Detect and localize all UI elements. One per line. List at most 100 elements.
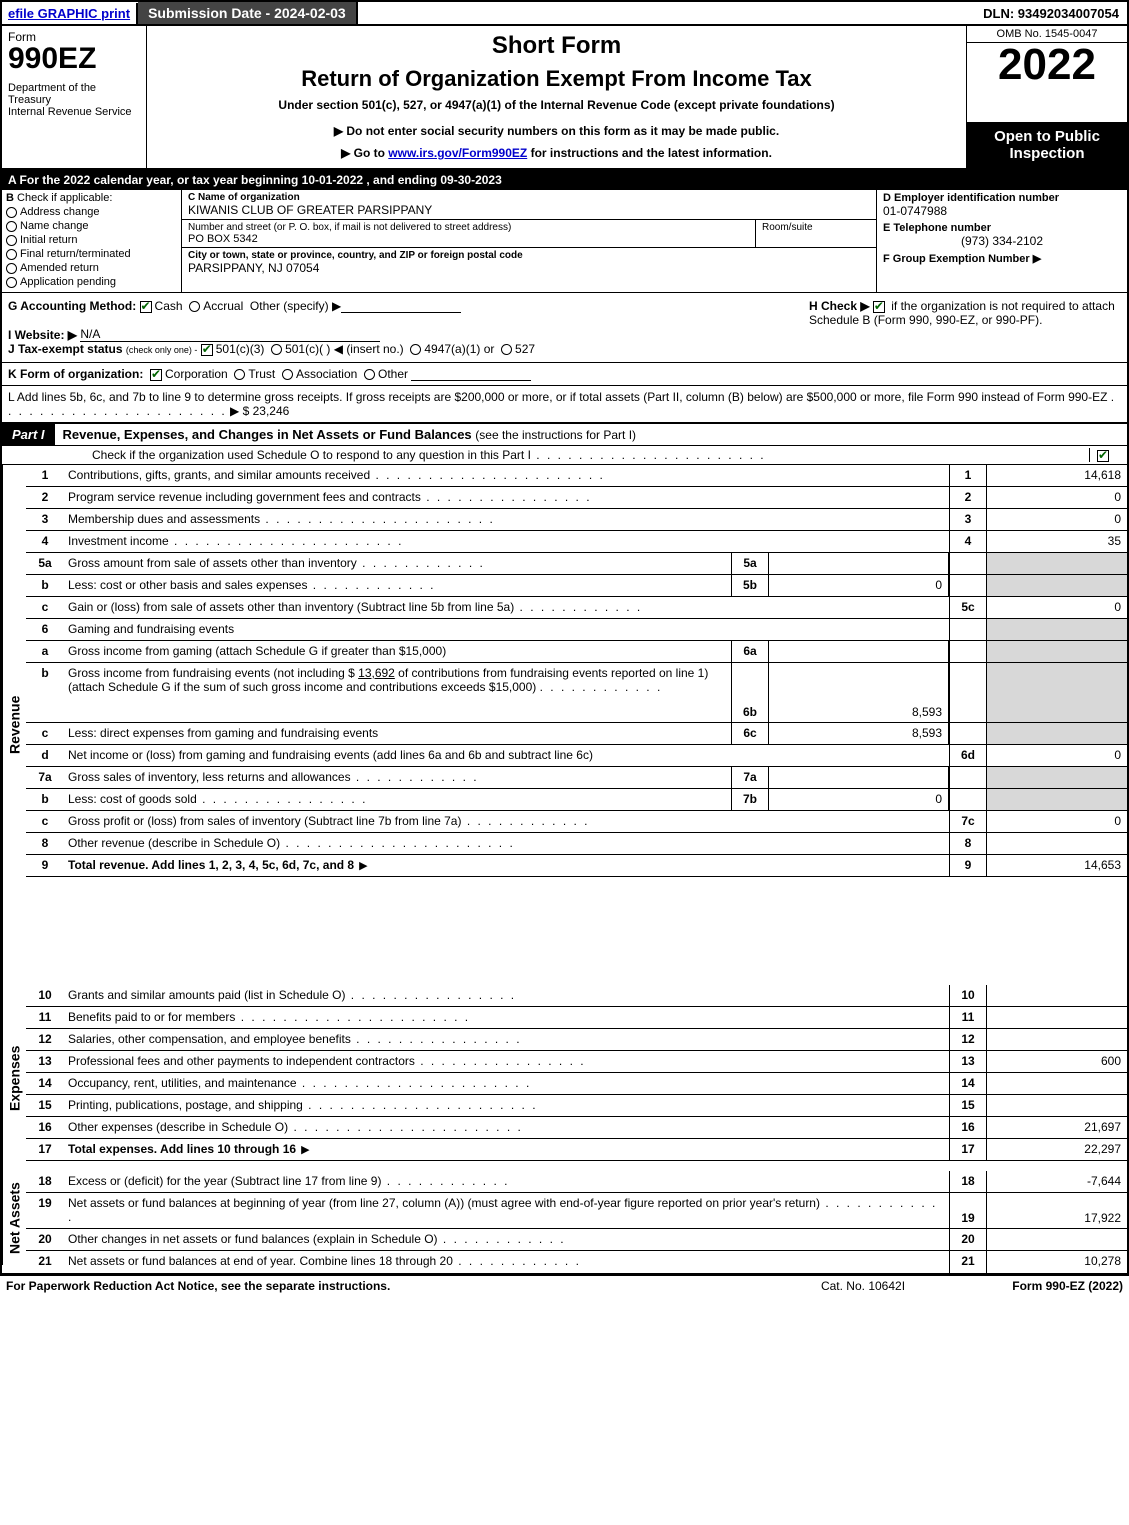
part-1-sub: (see the instructions for Part I) (475, 428, 636, 442)
line-15: 15 Printing, publications, postage, and … (26, 1095, 1127, 1117)
501c-label: 501(c)( ) ◀ (insert no.) (285, 342, 404, 356)
line-16: 16 Other expenses (describe in Schedule … (26, 1117, 1127, 1139)
chk-schedule-b-not-required[interactable] (873, 301, 885, 313)
line-12: 12 Salaries, other compensation, and emp… (26, 1029, 1127, 1051)
row-l: L Add lines 5b, 6c, and 7b to line 9 to … (2, 386, 1127, 423)
header-left: Form 990EZ Department of the Treasury In… (2, 26, 147, 168)
net-assets-vert-label: Net Assets (2, 1171, 26, 1265)
chk-corporation[interactable] (150, 369, 162, 381)
phone-value: (973) 334-2102 (883, 234, 1121, 248)
line-6b: b Gross income from fundraising events (… (26, 663, 1127, 723)
6b-pre: Gross income from fundraising events (no… (68, 666, 358, 680)
chk-initial-return[interactable]: Initial return (6, 234, 177, 246)
line-17: 17 Total expenses. Add lines 10 through … (26, 1139, 1127, 1161)
form-id-footer: Form 990-EZ (2022) (963, 1279, 1123, 1293)
line-5c-amt: 0 (987, 597, 1127, 618)
c-label: C Name of organization (188, 192, 870, 203)
submission-date: Submission Date - 2024-02-03 (138, 2, 358, 24)
line-8-amt (987, 833, 1127, 854)
k-label: K Form of organization: (8, 367, 143, 381)
room-label: Room/suite (762, 222, 870, 233)
527-label: 527 (515, 342, 535, 356)
org-name: KIWANIS CLUB OF GREATER PARSIPPANY (188, 203, 870, 217)
line-21-amt: 10,278 (987, 1251, 1127, 1273)
line-6: 6 Gaming and fundraising events (26, 619, 1127, 641)
line-7b-amt: 0 (769, 789, 949, 810)
h-pre: H Check ▶ (809, 299, 873, 313)
line-7c: c Gross profit or (loss) from sales of i… (26, 811, 1127, 833)
line-18-amt: -7,644 (987, 1171, 1127, 1192)
chk-schedule-o[interactable] (1097, 450, 1109, 462)
row-k: K Form of organization: Corporation Trus… (2, 363, 1127, 386)
b-letter: B (6, 192, 14, 204)
form-header: Form 990EZ Department of the Treasury In… (2, 26, 1127, 170)
header-center: Short Form Return of Organization Exempt… (147, 26, 967, 168)
chk-association[interactable] (282, 369, 293, 380)
line-11-amt (987, 1007, 1127, 1028)
line-8: 8 Other revenue (describe in Schedule O)… (26, 833, 1127, 855)
line-15-amt (987, 1095, 1127, 1116)
line-6d-amt: 0 (987, 745, 1127, 766)
line-21: 21 Net assets or fund balances at end of… (26, 1251, 1127, 1273)
expenses-vert-label: Expenses (2, 985, 26, 1171)
section-def: D Employer identification number 01-0747… (877, 190, 1127, 292)
chk-501c3[interactable] (201, 344, 213, 356)
line-9: 9 Total revenue. Add lines 1, 2, 3, 4, 5… (26, 855, 1127, 877)
line-13: 13 Professional fees and other payments … (26, 1051, 1127, 1073)
header-right: OMB No. 1545-0047 2022 Open to Public In… (967, 26, 1127, 168)
i-label: I Website: ▶ (8, 328, 77, 342)
assoc-label: Association (296, 367, 357, 381)
line-12-amt (987, 1029, 1127, 1050)
chk-4947[interactable] (410, 344, 421, 355)
schedule-o-text: Check if the organization used Schedule … (92, 448, 1089, 462)
chk-name-change[interactable]: Name change (6, 220, 177, 232)
line-1: 1 Contributions, gifts, grants, and simi… (26, 465, 1127, 487)
chk-accrual[interactable] (189, 301, 200, 312)
part-1-header: Part I Revenue, Expenses, and Changes in… (2, 423, 1127, 446)
line-3-amt: 0 (987, 509, 1127, 530)
chk-address-change[interactable]: Address change (6, 206, 177, 218)
other-specify-field[interactable] (341, 312, 461, 313)
f-label: F Group Exemption Number ▶ (883, 252, 1121, 265)
chk-other-org[interactable] (364, 369, 375, 380)
line-6d: d Net income or (loss) from gaming and f… (26, 745, 1127, 767)
chk-501c[interactable] (271, 344, 282, 355)
line-2-amt: 0 (987, 487, 1127, 508)
chk-527[interactable] (501, 344, 512, 355)
chk-application-pending[interactable]: Application pending (6, 276, 177, 288)
under-section-text: Under section 501(c), 527, or 4947(a)(1)… (278, 98, 834, 112)
corp-label: Corporation (165, 367, 228, 381)
line-4: 4 Investment income 4 35 (26, 531, 1127, 553)
chk-cash[interactable] (140, 301, 152, 313)
chk-trust[interactable] (234, 369, 245, 380)
return-title: Return of Organization Exempt From Incom… (301, 66, 812, 92)
line-5a: 5a Gross amount from sale of assets othe… (26, 553, 1127, 575)
expenses-section: Expenses 10 Grants and similar amounts p… (2, 985, 1127, 1171)
short-form-title: Short Form (492, 32, 621, 60)
line-5c: c Gain or (loss) from sale of assets oth… (26, 597, 1127, 619)
line-6b-amt: 8,593 (769, 663, 949, 722)
other-org-field[interactable] (411, 380, 531, 381)
line-11: 11 Benefits paid to or for members 11 (26, 1007, 1127, 1029)
info-grid: B Check if applicable: Address change Na… (2, 190, 1127, 293)
page-footer: For Paperwork Reduction Act Notice, see … (0, 1275, 1129, 1296)
row-g-h: G Accounting Method: Cash Accrual Other … (2, 293, 1127, 363)
org-name-cell: C Name of organization KIWANIS CLUB OF G… (182, 190, 876, 220)
irs-link[interactable]: www.irs.gov/Form990EZ (388, 146, 527, 160)
line-10: 10 Grants and similar amounts paid (list… (26, 985, 1127, 1007)
6b-contrib-amt: 13,692 (358, 666, 395, 680)
j-label: J Tax-exempt status (8, 342, 123, 356)
efile-print-link[interactable]: efile GRAPHIC print (2, 3, 138, 24)
chk-final-return[interactable]: Final return/terminated (6, 248, 177, 260)
line-3: 3 Membership dues and assessments 3 0 (26, 509, 1127, 531)
form-container: Form 990EZ Department of the Treasury In… (0, 26, 1129, 1275)
line-20: 20 Other changes in net assets or fund b… (26, 1229, 1127, 1251)
public-inspection-badge: Open to Public Inspection (967, 122, 1127, 168)
line-7a-amt (769, 767, 949, 788)
street-address: PO BOX 5342 (188, 233, 749, 245)
section-c: C Name of organization KIWANIS CLUB OF G… (182, 190, 877, 292)
chk-amended-return[interactable]: Amended return (6, 262, 177, 274)
h-cell: H Check ▶ if the organization is not req… (801, 299, 1121, 356)
accrual-label: Accrual (203, 299, 243, 313)
tax-year: 2022 (967, 43, 1127, 122)
